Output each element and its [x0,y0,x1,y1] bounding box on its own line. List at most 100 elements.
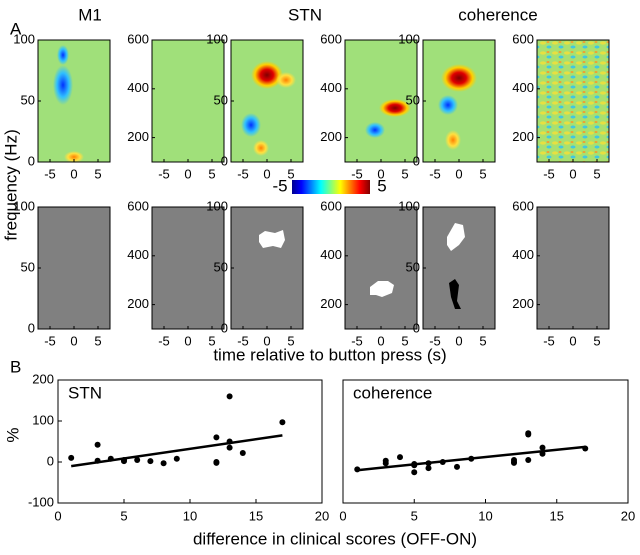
y-tick-label: 0 [221,320,228,335]
chart-title: coherence [353,383,432,402]
x-tick-label: -5 [44,333,56,348]
data-point [525,456,532,463]
y-tick-label: 0 [221,153,228,168]
data-point [147,458,154,465]
column-title: coherence [458,5,537,24]
map-blob [64,151,84,163]
y-tick-label: 100 [206,31,228,46]
y-tick-label: 0 [28,153,35,168]
data-point [454,463,460,470]
x-tick-label: -5 [237,333,249,348]
x-axis-label: time relative to button press (s) [213,345,446,364]
colorbar-tick-label: -5 [272,176,287,195]
column-title: M1 [78,5,102,24]
data-point [94,441,101,448]
data-point [226,444,233,451]
y-tick-label: 100 [398,198,420,213]
map-blob [251,61,283,89]
data-point [160,460,167,467]
x-axis-label: difference in clinical scores (OFF-ON) [193,529,477,548]
y-tick-label: 200 [320,296,342,311]
x-tick-label: 20 [621,508,635,523]
panel-label: A [10,19,22,38]
data-point [511,459,517,465]
data-point [525,431,532,438]
colorbar [292,180,370,194]
y-tick-label: 600 [127,31,149,46]
x-tick-label: 0 [184,333,191,348]
x-tick-label: 0 [569,333,576,348]
y-tick-label: 600 [512,31,534,46]
map [537,207,609,329]
x-tick-label: 15 [249,508,263,523]
x-tick-label: 10 [478,508,492,523]
map-blob [445,130,461,150]
map [231,40,303,162]
x-tick-label: 0 [263,333,270,348]
significant-cluster [449,279,461,309]
x-tick-label: -5 [44,166,56,181]
x-tick-label: 5 [287,333,294,348]
y-tick-label: 400 [127,80,149,95]
column-title: STN [288,5,322,24]
y-tick-label: 400 [512,80,534,95]
chart-title: STN [68,383,102,402]
x-tick-label: 5 [94,333,101,348]
x-tick-label: 5 [593,333,600,348]
y-tick-label: 50 [21,259,35,274]
y-tick-label: 200 [512,129,534,144]
x-tick-label: -5 [237,166,249,181]
x-tick-label: 5 [94,166,101,181]
x-tick-label: -5 [351,333,363,348]
data-point [213,459,220,465]
data-point [94,457,101,464]
x-tick-label: 0 [263,166,270,181]
data-point [279,419,286,426]
data-point [468,455,475,462]
y-tick-label: 50 [406,259,420,274]
x-tick-label: 10 [183,508,197,523]
data-point [425,460,432,467]
data-point [226,438,233,445]
significant-cluster [370,281,394,297]
data-point [539,444,546,451]
map [38,207,110,329]
x-tick-label: -5 [429,166,441,181]
map-blob [253,140,269,156]
x-tick-label: -5 [429,333,441,348]
significant-cluster [259,230,285,248]
map [231,207,303,329]
y-tick-label: 200 [320,129,342,144]
map [38,40,110,162]
data-point [121,456,127,463]
x-tick-label: 5 [401,333,408,348]
data-point [107,455,114,462]
x-tick-label: 5 [287,166,294,181]
x-tick-label: 0 [184,166,191,181]
y-tick-label: 200 [32,371,54,386]
map-blob [53,65,73,105]
y-tick-label: 400 [127,247,149,262]
y-tick-label: 50 [406,92,420,107]
y-tick-label: 0 [413,320,420,335]
y-tick-label: 50 [21,92,35,107]
x-tick-label: 5 [120,508,127,523]
data-point [397,454,403,461]
fit-line [71,434,283,468]
x-tick-label: 0 [455,333,462,348]
map-blob [438,95,458,115]
x-tick-label: 5 [479,333,486,348]
y-tick-label: 600 [320,31,342,46]
data-point [134,456,141,463]
x-tick-label: -5 [543,166,555,181]
y-tick-label: 600 [127,198,149,213]
y-axis-label: frequency (Hz) [1,129,20,240]
x-tick-label: 0 [377,333,384,348]
